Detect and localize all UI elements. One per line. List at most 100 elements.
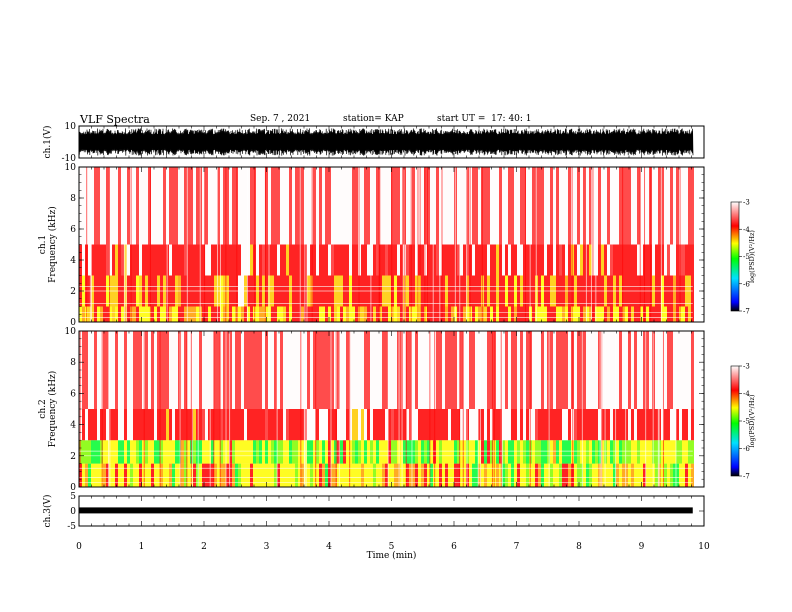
spectrogram-cell [355,440,358,464]
spectrogram-cell [331,167,334,245]
spectrogram-cell [544,331,547,409]
spectrogram-cell [655,167,658,245]
spectrogram-cell [625,244,628,276]
spectrogram-cell [343,167,346,245]
spectrogram-cell [577,409,580,441]
spectrogram-cell [532,244,535,276]
spectrogram-cell [100,409,103,441]
spectrogram-cell [568,306,571,322]
spectrogram-cell [289,331,292,409]
spectrogram-cell [328,244,331,276]
spectrogram-cell [202,440,205,464]
spectrogram-cell [436,167,439,245]
spectrogram-cell [109,409,112,441]
spectrogram-cell [673,331,676,409]
spectrogram-cell [157,440,160,464]
y-axis-label: ch.2 [38,399,48,418]
spectrogram-cell [331,409,334,441]
spectrogram-cell [238,463,241,487]
spectrogram-cell [220,244,223,276]
colorbar [730,365,740,477]
spectrogram-cell [334,331,337,409]
spectrogram-cell [187,463,190,487]
spectrogram-cell [610,463,613,487]
spectrogram-cell [247,331,250,409]
spectrogram-cell [409,440,412,464]
spectrogram-cell [295,409,298,441]
spectrogram-cell [223,167,226,245]
spectrogram-cell [580,409,583,441]
spectrogram-cell [349,463,352,487]
spectrogram-cell [85,440,88,464]
spectrogram-cell [241,440,244,464]
spectrogram-cell [181,463,184,487]
spectrogram-cell [646,167,649,245]
spectrogram-cell [214,306,217,322]
spectrogram-cell [400,244,403,276]
spectrogram-cell [370,167,373,245]
spectrogram-cell [334,306,337,322]
spectrogram-cell [613,463,616,487]
spectrogram-cell [112,331,115,409]
spectrogram-cell [154,463,157,487]
spectrogram-cell [262,167,265,245]
spectrogram-cell [667,306,670,322]
spectrogram-cell [514,331,517,409]
spectrogram-cell [247,244,250,276]
x-tick-label: 0 [76,542,82,552]
spectrogram-cell [112,167,115,245]
spectrogram-cell [259,244,262,276]
spectrogram-cell [397,244,400,276]
spectrogram-streak [304,331,306,487]
spectrogram-cell [262,440,265,464]
spectrogram-cell [448,306,451,322]
spectrogram-cell [646,331,649,409]
spectrogram-cell [460,244,463,276]
spectrogram-cell [148,440,151,464]
spectrogram-cell [517,244,520,276]
spectrogram-cell [616,167,619,245]
spectrogram-cell [577,167,580,245]
spectrogram-cell [607,167,610,245]
spectrogram-cell [190,244,193,276]
spectrogram-cell [256,244,259,276]
colorbar-tick-label: -5 [743,418,750,426]
spectrogram-cell [520,463,523,487]
spectrogram-cell [538,440,541,464]
spectrogram-cell [166,331,169,409]
spectrogram-cell [307,440,310,464]
spectrogram-cell [388,331,391,409]
spectrogram-cell [565,463,568,487]
spectrogram-streak [581,331,583,487]
spectrogram-cell [382,244,385,276]
spectrogram-streak [469,167,471,322]
spectrogram-cell [373,463,376,487]
spectrogram-cell [598,167,601,245]
spectrogram-cell [205,306,208,322]
spectrogram-cell [169,244,172,276]
spectrogram-cell [610,440,613,464]
spectrogram-cell [154,167,157,245]
start-time-label: start UT = 17: 40: 1 [437,114,532,124]
ch3-waveform [79,507,693,514]
spectrogram-cell [667,167,670,245]
spectrogram-cell [112,244,115,276]
spectrogram-cell [286,409,289,441]
spectrogram-cell [127,244,130,276]
spectrogram-cell [121,331,124,409]
spectrogram-cell [271,463,274,487]
spectrogram-cell [286,463,289,487]
spectrogram-cell [574,167,577,245]
spectrogram-cell [295,331,298,409]
spectrogram-cell [595,409,598,441]
spectrogram-cell [163,409,166,441]
spectrogram-cell [385,409,388,441]
spectrogram-cell [637,331,640,409]
spectrogram-cell [484,440,487,464]
spectrogram-cell [565,167,568,245]
spectrogram-cell [472,331,475,409]
spectrogram-streak [370,167,372,322]
spectrogram-cell [130,331,133,409]
spectrogram-cell [460,440,463,464]
